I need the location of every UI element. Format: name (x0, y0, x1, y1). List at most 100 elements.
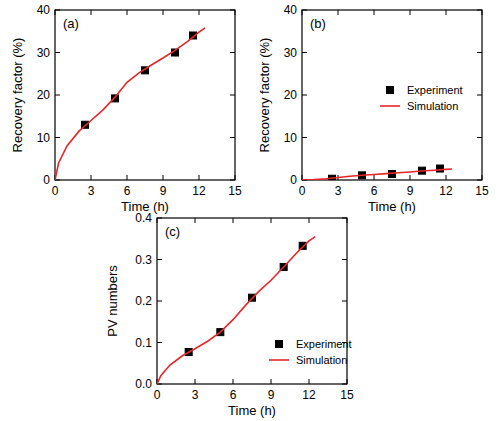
x-tick (302, 10, 303, 15)
x-tick-label: 3 (88, 184, 95, 198)
y-tick (477, 137, 482, 138)
y-tick (302, 137, 307, 138)
x-tick-label: 0 (299, 184, 306, 198)
x-tick (374, 175, 375, 180)
y-tick-label: 0 (290, 173, 297, 187)
x-tick (233, 218, 234, 223)
figure: 03691215010203040Time (h)Recovery factor… (0, 0, 500, 421)
x-tick-label: 3 (192, 388, 199, 402)
x-tick-label: 6 (124, 184, 131, 198)
x-tick (482, 175, 483, 180)
y-tick (342, 259, 347, 260)
y-tick (157, 301, 162, 302)
y-tick (230, 137, 235, 138)
y-tick (55, 52, 60, 53)
y-tick (230, 95, 235, 96)
y-tick (342, 384, 347, 385)
y-tick (302, 10, 307, 11)
panel: 03691215010203040Time (h)Recovery factor… (257, 3, 489, 214)
data-area (157, 237, 315, 384)
x-tick-label: 0 (52, 184, 59, 198)
panel-label: (a) (63, 16, 79, 31)
y-tick (157, 342, 162, 343)
plot-frame (302, 10, 482, 180)
legend-label: Experiment (296, 338, 352, 350)
y-tick-label: 40 (284, 3, 298, 17)
y-axis-label: PV numbers (105, 265, 120, 337)
x-tick (195, 218, 196, 223)
y-tick (157, 218, 162, 219)
panel: 03691215010203040Time (h)Recovery factor… (10, 3, 242, 214)
x-tick (199, 10, 200, 15)
y-tick (342, 301, 347, 302)
y-tick-label: 0 (43, 173, 50, 187)
x-tick (482, 10, 483, 15)
y-tick (157, 259, 162, 260)
x-tick (309, 218, 310, 223)
x-tick (195, 379, 196, 384)
x-tick-label: 6 (230, 388, 237, 402)
legend-label: Experiment (407, 84, 463, 96)
x-tick-label: 15 (475, 184, 489, 198)
x-tick-label: 9 (407, 184, 414, 198)
legend-label: Simulation (296, 354, 347, 366)
y-tick-label: 0.3 (135, 253, 152, 267)
data-area (55, 28, 205, 180)
legend-marker (387, 87, 394, 94)
legend-marker (276, 341, 283, 348)
legend: Experiment Simulation (269, 338, 352, 366)
x-tick (446, 175, 447, 180)
data-line (157, 237, 315, 384)
y-tick-label: 20 (37, 88, 51, 102)
panel-label: (c) (165, 224, 180, 239)
y-tick-label: 0.4 (135, 211, 152, 225)
x-tick (91, 10, 92, 15)
x-tick (410, 175, 411, 180)
y-tick (302, 52, 307, 53)
plot-frame (55, 10, 235, 180)
y-tick-label: 10 (284, 131, 298, 145)
x-tick (235, 175, 236, 180)
x-tick-label: 9 (160, 184, 167, 198)
legend-line (380, 105, 400, 107)
y-tick-label: 40 (37, 3, 51, 17)
y-tick-label: 0.0 (135, 377, 152, 391)
x-tick (374, 10, 375, 15)
data-area (302, 165, 452, 180)
x-tick (127, 175, 128, 180)
x-tick (157, 218, 158, 223)
y-tick-label: 0.1 (135, 336, 152, 350)
x-tick-label: 9 (268, 388, 275, 402)
y-tick-label: 30 (37, 46, 51, 60)
x-tick-label: 3 (335, 184, 342, 198)
y-tick-label: 30 (284, 46, 298, 60)
x-tick (127, 10, 128, 15)
y-tick (477, 180, 482, 181)
x-tick (163, 10, 164, 15)
x-tick-label: 12 (302, 388, 316, 402)
x-tick (163, 175, 164, 180)
y-tick (230, 180, 235, 181)
data-line (55, 28, 205, 180)
x-tick-label: 0 (154, 388, 161, 402)
x-tick (91, 175, 92, 180)
x-tick (446, 10, 447, 15)
x-tick-label: 12 (192, 184, 206, 198)
panel-label: (b) (310, 16, 326, 31)
y-tick (342, 218, 347, 219)
x-tick (271, 218, 272, 223)
y-tick (230, 52, 235, 53)
x-axis-label: Time (h) (368, 199, 416, 214)
y-tick (477, 95, 482, 96)
x-tick (199, 175, 200, 180)
x-tick (235, 10, 236, 15)
y-tick (55, 10, 60, 11)
panel: 036912150.00.10.20.30.4Time (h)PV number… (105, 211, 354, 418)
x-axis-label: Time (h) (228, 403, 276, 418)
x-tick-label: 12 (439, 184, 453, 198)
y-axis-label: Recovery factor (%) (10, 38, 25, 153)
x-tick (55, 10, 56, 15)
data-point (437, 165, 444, 172)
x-tick (347, 379, 348, 384)
y-tick (55, 95, 60, 96)
